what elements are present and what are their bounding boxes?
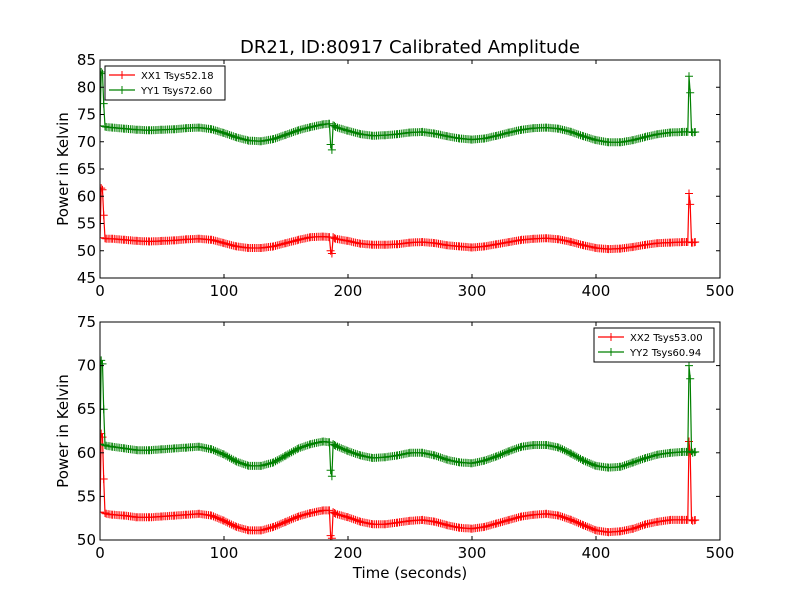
data-area	[100, 68, 700, 258]
x-tick-label: 200	[334, 544, 363, 562]
y-axis-label: Power in Kelvin	[54, 112, 72, 226]
series-markers-2	[100, 356, 700, 481]
x-tick-label: 300	[458, 282, 487, 300]
legend-marker	[118, 86, 126, 94]
legend: XX2 Tsys53.00 YY2 Tsys60.94	[593, 327, 715, 363]
x-tick-label: 100	[210, 544, 239, 562]
x-tick-label: 400	[582, 544, 611, 562]
legend-label: YY1 Tsys72.60	[140, 86, 212, 97]
x-tick-label: 500	[706, 544, 735, 562]
legend: XX1 Tsys52.18 YY1 Tsys72.60	[104, 65, 226, 101]
x-tick-label: 0	[95, 544, 105, 562]
y-tick-label: 75	[77, 313, 96, 331]
legend-label: YY2 Tsys60.94	[629, 348, 701, 359]
y-tick-label: 80	[77, 78, 96, 96]
y-tick-label: 55	[77, 487, 96, 505]
series-markers-1	[100, 429, 700, 540]
y-axis-label: Power in Kelvin	[54, 374, 72, 488]
axes-frame	[99, 321, 721, 541]
y-tick-label: 85	[77, 51, 96, 69]
y-tick-label: 65	[77, 160, 96, 178]
y-tick-label: 55	[77, 215, 96, 233]
y-tick-label: 70	[77, 357, 96, 375]
x-axis-label: Time (seconds)	[352, 564, 468, 582]
x-tick-label: 500	[706, 282, 735, 300]
y-tick-label: 65	[77, 400, 96, 418]
series-markers-2	[100, 68, 700, 154]
legend-label: XX1 Tsys52.18	[141, 71, 214, 82]
y-tick-label: 50	[77, 531, 96, 549]
legend-marker	[118, 71, 126, 79]
y-tick-label: 70	[77, 133, 96, 151]
legend-box	[593, 327, 715, 363]
data-area	[100, 356, 700, 540]
x-tick-label: 400	[582, 282, 611, 300]
y-tick-label: 60	[77, 444, 96, 462]
y-tick-label: 60	[77, 187, 96, 205]
series-markers-1	[100, 184, 700, 258]
y-tick-label: 75	[77, 106, 96, 124]
x-tick-label: 100	[210, 282, 239, 300]
plot-panel-1: 0 100 200 300 400 500 45 50 55 60 65 70 75 80 85 Power …	[54, 51, 734, 300]
chart-title: DR21, ID:80917 Calibrated Amplitude	[240, 37, 580, 58]
x-tick-label: 300	[458, 544, 487, 562]
legend-marker	[607, 348, 615, 356]
legend-label: XX2 Tsys53.00	[630, 333, 703, 344]
legend-marker	[607, 333, 615, 341]
plot-panel-2: 0 100 200 300 400 500 50 55 60 65 70 75 Power in Kel…	[54, 313, 734, 562]
legend-box	[104, 65, 226, 101]
y-tick-label: 45	[77, 269, 96, 287]
x-tick-label: 0	[95, 282, 105, 300]
x-tick-label: 200	[334, 282, 363, 300]
y-tick-label: 50	[77, 242, 96, 260]
